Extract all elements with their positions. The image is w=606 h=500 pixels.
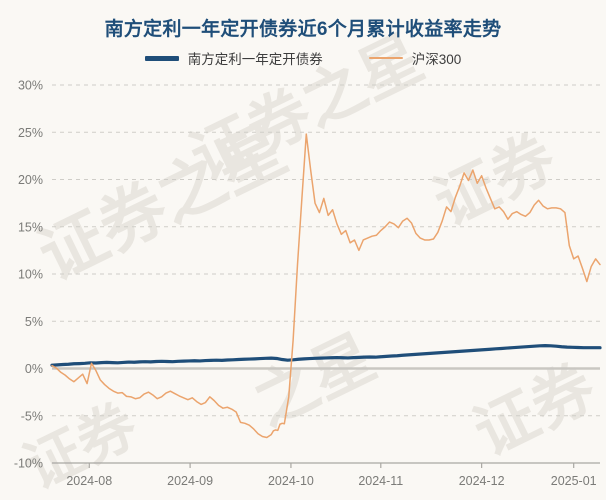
y-axis-tick-label: 0% (25, 362, 43, 376)
y-axis-ticks-group: 30% 25% 20% 15% 10% 5% 0% -5% -10% (14, 79, 43, 471)
series-line-fund (50, 344, 602, 367)
gridlines-group (52, 84, 600, 417)
y-axis-tick-label: 25% (18, 126, 43, 140)
chart-legend: 南方定利一年定开债券 沪深300 (0, 48, 606, 68)
y-axis-tick-label: -5% (21, 409, 43, 423)
legend-label-benchmark: 沪深300 (411, 52, 462, 67)
x-axis-tick-label: 2025-01 (551, 474, 597, 488)
x-axis-tick-label: 2024-09 (167, 474, 213, 488)
x-axis-tick-label: 2024-08 (66, 474, 112, 488)
series-line-benchmark (51, 133, 601, 439)
legend-swatch-benchmark-icon (368, 57, 403, 59)
x-axis-ticks-group: 2024-08 2024-09 2024-10 2024-11 2024-12 2025-… (52, 462, 600, 488)
x-axis-tick-label: 2024-12 (459, 474, 505, 488)
legend-swatch-fund-icon (144, 55, 179, 61)
x-axis-tick-label: 2024-11 (358, 474, 403, 488)
y-axis-tick-label: 10% (18, 268, 43, 282)
legend-item-fund[interactable]: 南方定利一年定开债券 (144, 48, 323, 68)
chart-title: 南方定利一年定开债券近6个月累计收益率走势 (104, 19, 502, 40)
y-axis-tick-label: 15% (18, 220, 43, 234)
series-group (50, 133, 602, 439)
y-axis-tick-label: 5% (25, 315, 43, 329)
legend-item-benchmark[interactable]: 沪深300 (368, 48, 462, 68)
y-axis-tick-label: -10% (14, 457, 43, 471)
x-axis-tick-label: 2024-10 (268, 474, 314, 488)
y-axis-tick-label: 20% (18, 173, 43, 187)
legend-label-fund: 南方定利一年定开债券 (187, 52, 323, 67)
y-axis-tick-label: 30% (18, 79, 43, 93)
